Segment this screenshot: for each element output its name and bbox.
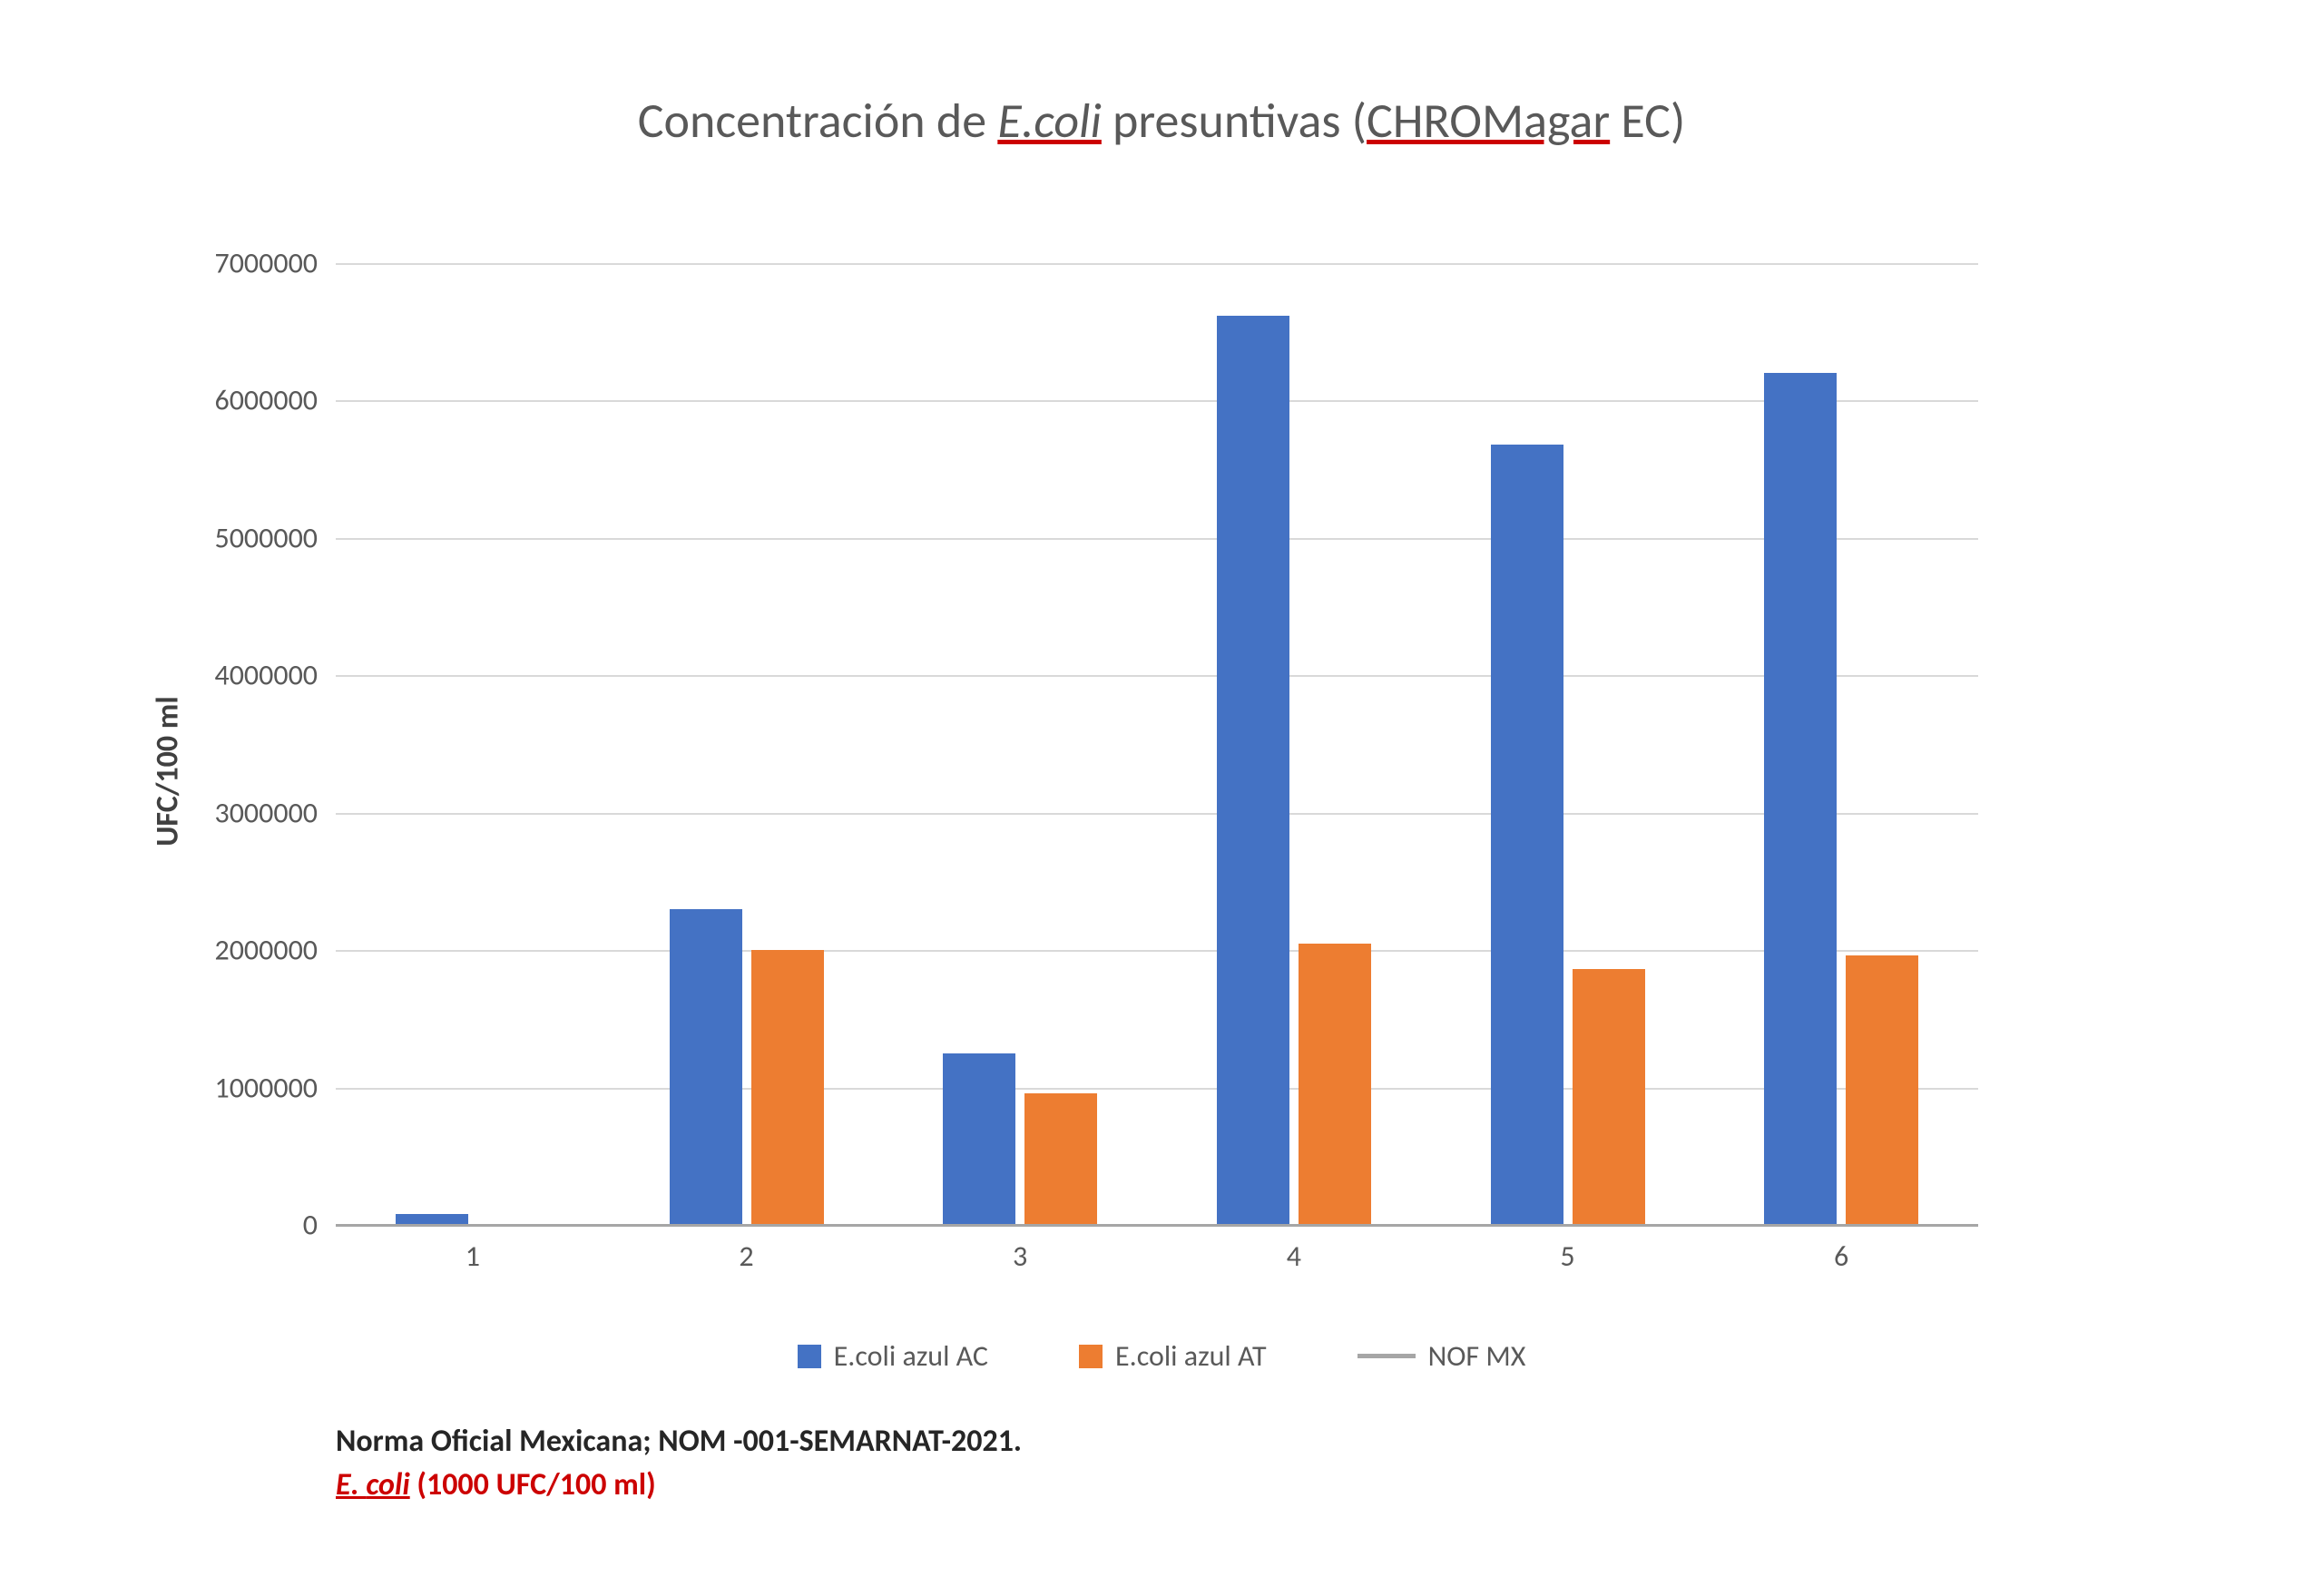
gridline — [336, 1088, 1978, 1090]
gridline — [336, 675, 1978, 677]
footer-notes: Norma Oficial Mexicana; NOM -001-SEMARNA… — [336, 1420, 1022, 1506]
title-italic: E.coli — [997, 91, 1102, 151]
x-tick-label: 4 — [1287, 1239, 1301, 1274]
y-tick-label: 1000000 — [136, 1070, 318, 1105]
y-tick-label: 3000000 — [136, 795, 318, 830]
gridline — [336, 813, 1978, 815]
legend-swatch-2 — [1079, 1345, 1103, 1368]
x-tick-label: 1 — [466, 1239, 480, 1274]
y-tick-label: 4000000 — [136, 658, 318, 693]
footer-line2-underline: coli — [366, 1466, 409, 1503]
legend-label-2: E.coli azul AT — [1115, 1338, 1267, 1374]
y-tick-label: 2000000 — [136, 933, 318, 968]
y-tick-label: 0 — [136, 1208, 318, 1243]
bar — [670, 909, 742, 1225]
legend-swatch-3 — [1358, 1354, 1416, 1358]
footer-line2-prefix: E. — [336, 1466, 366, 1503]
legend-label-3: NOF MX — [1428, 1338, 1526, 1374]
bar — [1764, 373, 1837, 1225]
title-mid: presuntivas ( — [1102, 91, 1367, 151]
x-tick-label: 5 — [1560, 1239, 1574, 1274]
legend-item-series3: NOF MX — [1358, 1338, 1526, 1374]
bar — [1491, 445, 1563, 1225]
gridline — [336, 400, 1978, 402]
bar — [1299, 944, 1371, 1225]
y-tick-label: 7000000 — [136, 246, 318, 281]
chart-title: Concentración de E.coli presuntivas (CHR… — [0, 91, 2323, 151]
x-tick-label: 3 — [1013, 1239, 1027, 1274]
gridline — [336, 263, 1978, 265]
title-post: EC) — [1610, 91, 1685, 151]
footer-line-1: Norma Oficial Mexicana; NOM -001-SEMARNA… — [336, 1420, 1022, 1464]
gridline — [336, 538, 1978, 540]
legend-swatch-1 — [798, 1345, 821, 1368]
bar — [1573, 969, 1645, 1225]
bar — [1024, 1093, 1097, 1225]
reference-line — [336, 1224, 1978, 1227]
footer-line2-suffix: (1000 UFC/100 ml) — [410, 1466, 656, 1503]
legend-item-series1: E.coli azul AC — [798, 1338, 988, 1374]
title-pre: Concentración de — [638, 91, 998, 151]
legend: E.coli azul AC E.coli azul AT NOF MX — [0, 1338, 2323, 1374]
bar — [943, 1053, 1015, 1225]
bar — [751, 950, 824, 1225]
chart-page: Concentración de E.coli presuntivas (CHR… — [0, 0, 2323, 1596]
gridline — [336, 950, 1978, 952]
y-tick-label: 6000000 — [136, 383, 318, 418]
x-tick-label: 6 — [1834, 1239, 1848, 1274]
legend-label-1: E.coli azul AC — [834, 1338, 988, 1374]
y-tick-label: 5000000 — [136, 520, 318, 555]
title-underline2: CHROMagar — [1367, 91, 1610, 151]
bar — [1217, 316, 1289, 1225]
bar — [1846, 955, 1918, 1225]
plot-area: 0100000020000003000000400000050000006000… — [336, 263, 1978, 1225]
x-tick-label: 2 — [739, 1239, 753, 1274]
footer-line-2: E. coli (1000 UFC/100 ml) — [336, 1464, 1022, 1507]
legend-item-series2: E.coli azul AT — [1079, 1338, 1267, 1374]
